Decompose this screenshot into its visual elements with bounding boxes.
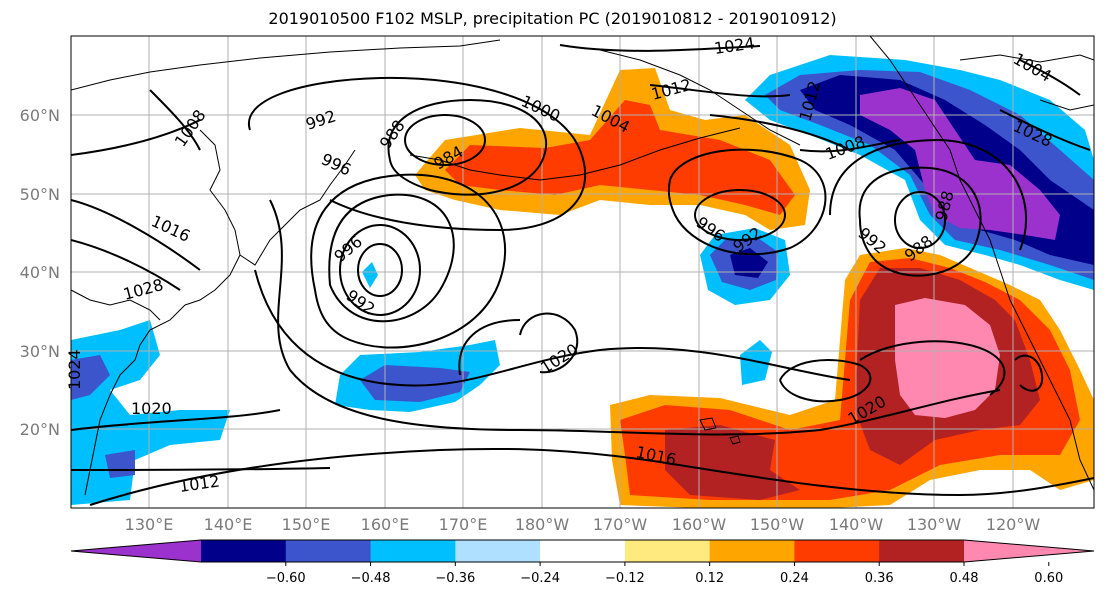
colorbar-tick-label: 0.12	[695, 571, 724, 586]
lon-tick: 140°W	[829, 515, 884, 534]
lon-tick: 170°E	[439, 515, 488, 534]
lon-tick: 180°W	[515, 515, 570, 534]
precip-negative-west-core	[71, 355, 135, 478]
isobars	[71, 44, 1094, 506]
longitude-labels: 130°E 140°E 150°E 160°E 170°E 180°W 170°…	[125, 515, 1041, 534]
colorbar-tick-label: −0.24	[520, 571, 560, 586]
precip-negative-central-core	[360, 365, 470, 402]
lon-tick: 150°E	[282, 515, 331, 534]
colorbar-extend-low	[71, 540, 201, 562]
map-title: 2019010500 F102 MSLP, precipitation PC (…	[268, 9, 837, 28]
lon-tick: 120°W	[986, 515, 1041, 534]
lon-tick: 130°E	[125, 515, 174, 534]
colorbar-tick-label: −0.36	[435, 571, 475, 586]
lat-tick: 50°N	[20, 185, 60, 204]
colorbar-tick-label: 0.36	[865, 571, 894, 586]
lon-tick: 170°W	[593, 515, 648, 534]
colorbar-extend-high	[964, 540, 1094, 562]
precip-negative-northeast-purple	[860, 88, 1060, 240]
colorbar-tick-label: −0.60	[266, 571, 306, 586]
graticule	[71, 36, 1094, 508]
colorbar-segment	[540, 540, 626, 562]
lat-tick: 20°N	[20, 420, 60, 439]
colorbar-segment	[709, 540, 795, 562]
lat-tick: 30°N	[20, 342, 60, 361]
precip-negative-small-1	[362, 262, 378, 288]
lon-tick: 160°E	[361, 515, 410, 534]
lat-tick: 40°N	[20, 263, 60, 282]
lon-tick: 150°W	[750, 515, 805, 534]
map-panel: 1024 1012 1004 1000 992 988 984 996 1008…	[65, 33, 1095, 509]
isobar-label: 1020	[131, 399, 172, 418]
colorbar-segment	[879, 540, 965, 562]
colorbar-segment	[370, 540, 456, 562]
colorbar-tick-label: 0.24	[780, 571, 809, 586]
colorbar-tick-label: 0.60	[1034, 571, 1063, 586]
colorbar-segment	[201, 540, 287, 562]
lat-tick: 60°N	[20, 106, 60, 125]
colorbar-segment	[455, 540, 541, 562]
colorbar-segment	[794, 540, 880, 562]
precipitation-fields	[71, 55, 1094, 508]
colorbar-segment	[624, 540, 711, 562]
colorbar-tick-label: −0.12	[605, 571, 645, 586]
colorbar-outline	[70, 539, 1095, 563]
colorbar-tick-label: 0.48	[950, 571, 979, 586]
colorbar-tick-label: −0.48	[351, 571, 391, 586]
precip-negative-blob-inner	[730, 248, 768, 278]
lon-tick: 130°W	[907, 515, 962, 534]
colorbar-segment	[285, 540, 372, 562]
isobar-label: 1024	[65, 349, 84, 390]
coastlines	[71, 36, 1094, 496]
precip-positive-east-pink	[895, 298, 1000, 418]
colorbar: −0.60 −0.48 −0.36 −0.24 −0.12 0.12 0.24 0.36 0.4…	[70, 539, 1095, 586]
lon-tick: 140°E	[204, 515, 253, 534]
map-frame	[70, 35, 1095, 509]
latitude-labels: 60°N 50°N 40°N 30°N 20°N	[20, 106, 60, 439]
lon-tick: 160°W	[672, 515, 727, 534]
